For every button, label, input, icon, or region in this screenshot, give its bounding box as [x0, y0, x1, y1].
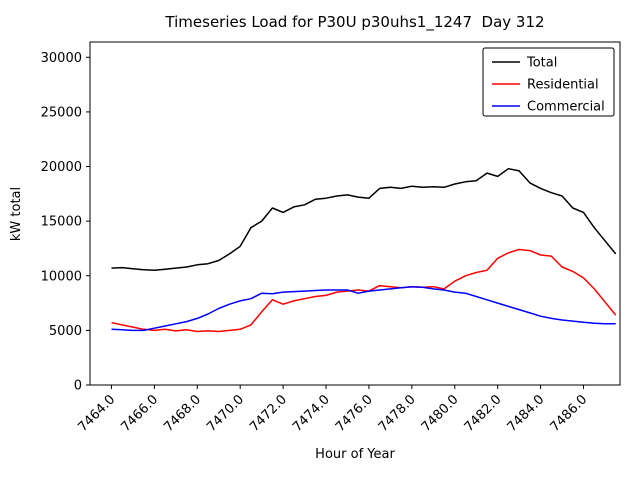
legend-label-total: Total	[526, 56, 557, 71]
y-axis-label: kW total	[9, 187, 24, 241]
series-layer	[111, 167, 617, 333]
legend-frame	[482, 47, 615, 117]
y-tick-label: 10000	[41, 269, 82, 284]
chart-title: Timeseries Load for P30U p30uhs1_1247 Da…	[164, 13, 544, 32]
y-tick-label: 30000	[41, 51, 82, 66]
x-tick-label: 7484.0	[505, 392, 548, 435]
x-tick-label: 7482.0	[462, 392, 505, 435]
x-axis-label: Hour of Year	[315, 447, 395, 462]
x-tick-label: 7466.0	[118, 392, 161, 435]
x-tick-label: 7468.0	[161, 392, 204, 435]
x-tick-label: 7464.0	[76, 392, 119, 435]
legend-label-commercial: Commercial	[527, 100, 605, 115]
series-line-commercial	[111, 285, 616, 332]
x-tick-label: 7470.0	[204, 392, 247, 435]
y-tick-label: 0	[74, 379, 82, 394]
y-tick-label: 25000	[41, 105, 82, 120]
x-tick-label: 7486.0	[548, 392, 591, 435]
x-tick-label: 7480.0	[419, 392, 462, 435]
plot-frame	[89, 41, 621, 386]
y-tick-label: 5000	[49, 324, 82, 339]
y-tick-label: 15000	[41, 215, 82, 230]
x-tick-label: 7478.0	[376, 392, 419, 435]
legend-label-residential: Residential	[527, 78, 599, 93]
legend: Total Residential Commercial	[482, 47, 615, 117]
y-tick-label: 20000	[41, 160, 82, 175]
series-line-residential	[111, 248, 617, 333]
x-tick-label: 7476.0	[333, 392, 376, 435]
x-tick-label: 7474.0	[290, 392, 333, 435]
x-tick-label: 7472.0	[247, 392, 290, 435]
series-line-total	[111, 167, 617, 272]
